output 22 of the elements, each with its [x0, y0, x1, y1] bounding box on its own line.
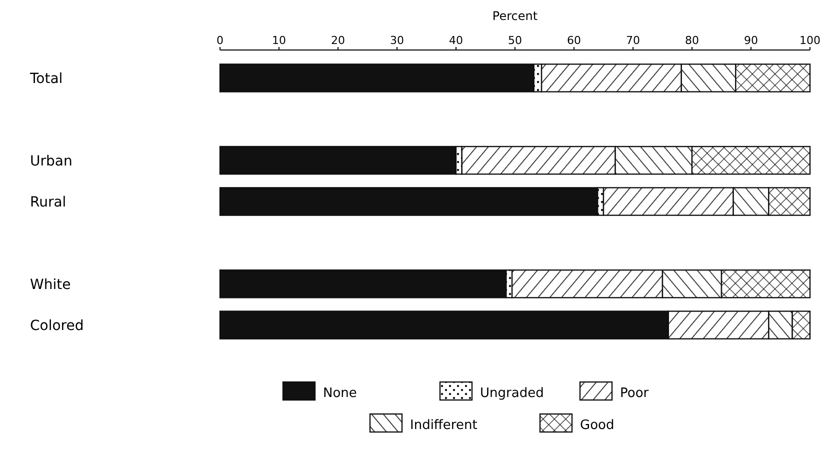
x2-tick-label: 70 — [626, 34, 640, 47]
x2-tick-label: 0 — [216, 34, 224, 47]
legend-label: Good — [580, 418, 614, 433]
legend-label: None — [323, 386, 357, 401]
y-tick-label: White — [30, 276, 71, 293]
y-tick-label: Urban — [30, 153, 72, 170]
x2-tick-label: 50 — [508, 34, 522, 47]
y-tick-label: Rural — [30, 194, 66, 210]
x2-tick-label: 100 — [800, 34, 820, 47]
x2-tick-label: 10 — [272, 34, 286, 47]
legend-label: Ungraded — [480, 386, 544, 401]
x2-tick-label: 40 — [449, 34, 463, 47]
x2-axis-title: Percent — [492, 9, 538, 23]
y-tick-label: Total — [29, 70, 63, 87]
legend-label: Poor — [620, 386, 650, 401]
x2-tick-label: 20 — [331, 34, 345, 47]
legend-label: Indifferent — [410, 418, 478, 433]
x2-tick-label: 30 — [390, 34, 404, 47]
y-tick-label: Colored — [30, 318, 84, 334]
x2-tick-label: 60 — [567, 34, 581, 47]
x2-tick-label: 80 — [685, 34, 699, 47]
x2-tick-label: 90 — [744, 34, 758, 47]
